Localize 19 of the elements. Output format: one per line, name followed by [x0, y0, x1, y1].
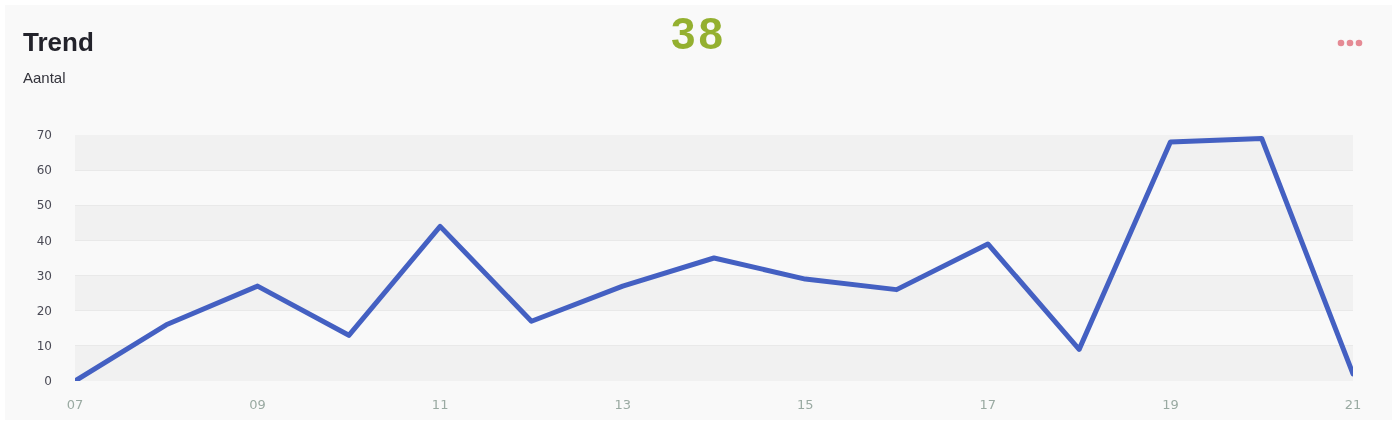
y-tick-label: 70 [36, 128, 52, 143]
y-tick-label: 50 [36, 198, 52, 213]
x-tick-label: 17 [979, 397, 997, 412]
x-tick-label: 13 [614, 397, 631, 412]
y-tick-label: 60 [36, 163, 52, 178]
x-tick-label: 21 [1344, 397, 1362, 412]
chart-title: Trend [23, 27, 94, 58]
x-tick-label: 19 [1162, 397, 1179, 412]
y-tick-label: 0 [44, 374, 52, 389]
y-tick-label: 40 [36, 233, 52, 248]
chart-subtitle: Aantal [23, 69, 66, 86]
y-tick-label: 30 [36, 268, 52, 283]
x-tick-label: 09 [249, 397, 266, 412]
y-tick-label: 20 [36, 303, 52, 318]
x-tick-label: 15 [797, 397, 814, 412]
x-tick-label: 07 [66, 397, 84, 412]
x-tick-label: 11 [431, 397, 449, 412]
text: 38 [671, 9, 726, 58]
y-tick-label: 10 [36, 339, 52, 354]
